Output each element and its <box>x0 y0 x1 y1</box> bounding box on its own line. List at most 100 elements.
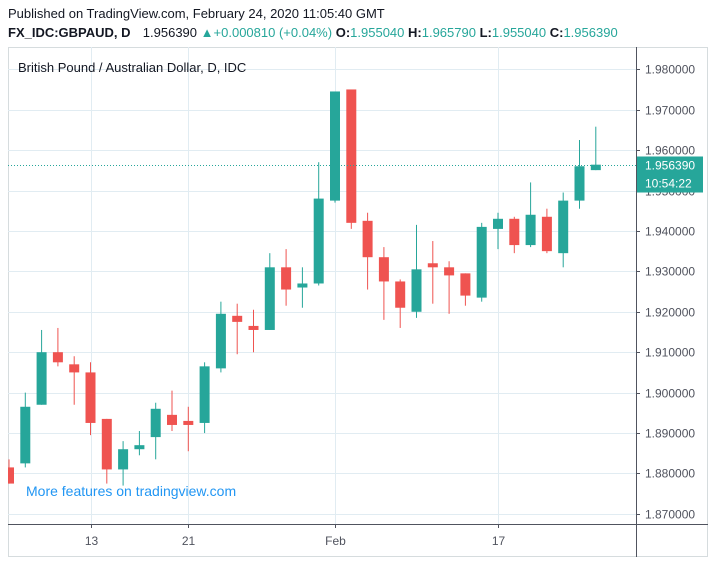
change-arrow-icon: ▲ <box>200 25 214 40</box>
tradingview-watermark[interactable]: More features on tradingview.com <box>26 483 236 499</box>
candle-body <box>232 315 243 322</box>
candle-up[interactable] <box>476 222 487 302</box>
candle-up[interactable] <box>134 431 145 456</box>
candle-up[interactable] <box>297 267 308 308</box>
candle-body <box>167 414 177 425</box>
high-label: H: <box>408 25 422 40</box>
candle-up[interactable] <box>199 362 210 434</box>
candle-up[interactable] <box>20 392 31 468</box>
candle-up[interactable] <box>150 402 161 460</box>
candle-body <box>541 216 552 252</box>
x-tick-label: 21 <box>182 534 196 548</box>
candle-down[interactable] <box>101 418 112 484</box>
open-label: O: <box>335 25 351 40</box>
candle-body <box>101 418 112 470</box>
symbol-label: FX_IDC:GBPAUD, D <box>8 25 131 40</box>
candle-body <box>118 449 129 470</box>
candle-body <box>85 372 96 423</box>
candle-down[interactable] <box>85 362 96 436</box>
candle-body <box>69 364 80 373</box>
candle-body <box>590 164 601 171</box>
y-tick-label: 1.970000 <box>645 104 695 118</box>
candle-down[interactable] <box>346 89 357 229</box>
candle-body <box>248 325 259 330</box>
candle-down[interactable] <box>248 309 259 353</box>
candle-up[interactable] <box>215 301 226 373</box>
close-label: C: <box>549 25 564 40</box>
candle-body <box>215 313 226 369</box>
low-label: L: <box>479 25 492 40</box>
y-tick-label: 1.940000 <box>645 225 695 239</box>
candle-down[interactable] <box>509 216 520 254</box>
candle-up[interactable] <box>574 139 585 209</box>
candle-up[interactable] <box>330 91 340 203</box>
candle-down[interactable] <box>378 247 389 320</box>
low-value: 1.955040 <box>491 25 547 40</box>
candle-body <box>199 366 210 423</box>
candle-body <box>574 166 585 201</box>
candle-down[interactable] <box>8 459 14 484</box>
x-tick-label: 17 <box>492 534 506 548</box>
chart-frame[interactable]: 1.870000 1.880000 1.890000 1.900000 1.910000… <box>8 47 708 557</box>
grid-layer <box>8 47 708 557</box>
candle-up[interactable] <box>590 126 601 171</box>
candle-body <box>313 198 324 284</box>
candle-up[interactable] <box>118 441 129 486</box>
candle-body <box>8 467 14 484</box>
candle-body <box>52 352 63 363</box>
candle-down[interactable] <box>167 390 177 432</box>
candle-down[interactable] <box>281 249 292 306</box>
candle-body <box>493 218 503 229</box>
countdown-tag-box <box>637 174 703 193</box>
open-value: 1.955040 <box>350 25 405 40</box>
high-value: 1.965790 <box>421 25 476 40</box>
y-tick-label: 1.910000 <box>645 346 695 360</box>
candle-body <box>297 283 308 288</box>
chart-header: Published on TradingView.com, February 2… <box>0 0 716 48</box>
candle-up[interactable] <box>493 212 503 250</box>
candle-down[interactable] <box>232 303 243 355</box>
candle-body <box>378 257 389 282</box>
candle-body <box>150 408 161 438</box>
candle-down[interactable] <box>444 261 455 314</box>
candle-up[interactable] <box>411 224 422 318</box>
candle-down[interactable] <box>362 212 373 290</box>
candle-body <box>427 263 438 268</box>
candle-body <box>525 214 536 246</box>
x-tick-label: 13 <box>85 534 99 548</box>
candle-down[interactable] <box>183 406 194 452</box>
quote-line: FX_IDC:GBPAUD, D 1.956390 ▲+0.000810 (+0… <box>8 25 618 40</box>
candle-body <box>444 267 455 276</box>
candle-down[interactable] <box>69 356 80 405</box>
candle-body <box>558 200 569 254</box>
candle-body <box>134 445 145 450</box>
candle-up[interactable] <box>558 192 569 268</box>
candle-body <box>281 267 292 290</box>
candle-up[interactable] <box>36 329 47 405</box>
candle-up[interactable] <box>525 182 536 248</box>
candle-down[interactable] <box>460 273 471 306</box>
y-tick-label: 1.900000 <box>645 387 695 401</box>
candle-body <box>183 420 194 425</box>
published-caption: Published on TradingView.com, February 2… <box>8 6 385 21</box>
y-tick-label: 1.920000 <box>645 306 695 320</box>
candle-up[interactable] <box>264 253 275 330</box>
candle-down[interactable] <box>541 208 552 254</box>
candle-body <box>362 220 373 258</box>
candle-down[interactable] <box>427 241 438 304</box>
candle-down[interactable] <box>52 327 63 367</box>
candle-body <box>395 281 406 308</box>
axes-layer: 1.870000 1.880000 1.890000 1.900000 1.910000… <box>8 47 708 557</box>
candle-down[interactable] <box>395 279 406 328</box>
y-tick-label: 1.890000 <box>645 427 695 441</box>
last-price-tag: 1.956390 10:54:22 <box>637 156 703 193</box>
last-price-tag-value: 1.956390 <box>645 159 695 173</box>
x-tick-label: Feb <box>325 534 346 548</box>
candlestick-chart[interactable]: 1.870000 1.880000 1.890000 1.900000 1.910000… <box>8 47 708 557</box>
last-price-tag-box <box>637 156 703 175</box>
y-tick-label: 1.880000 <box>645 467 695 481</box>
candle-body <box>330 91 340 201</box>
candle-body <box>36 352 47 405</box>
y-tick-label: 1.980000 <box>645 63 695 77</box>
candle-up[interactable] <box>313 162 324 286</box>
